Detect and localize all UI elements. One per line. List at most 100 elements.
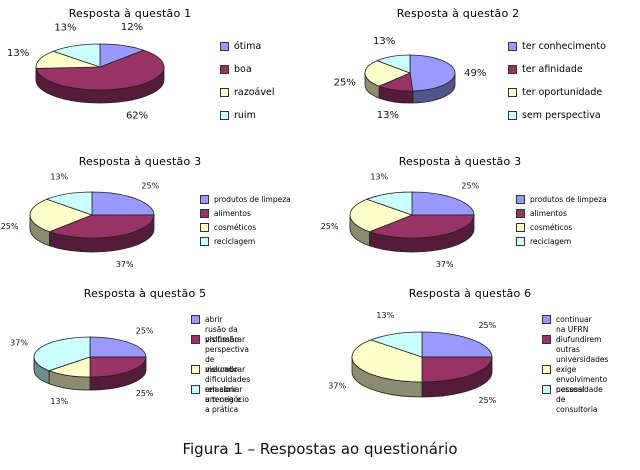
- pie-slice-boa: [35, 49, 165, 91]
- legend-label: diufundirem outras universidades: [556, 335, 609, 364]
- legend-swatch: [191, 315, 200, 324]
- legend-item: cosméticos: [516, 223, 572, 233]
- legend-swatch: [220, 88, 229, 97]
- pie-plot: 49% 13% 25% 13%: [334, 36, 487, 121]
- legend-label: vislumbrar perspectiva de mercado: [205, 335, 249, 374]
- pie-slice-cosm-ticos: [349, 198, 414, 233]
- legend-item: vislumbrar dificuldades em abrir um negó…: [191, 365, 250, 405]
- legend-swatch: [516, 195, 525, 204]
- chart-title: Resposta à questão 2: [396, 7, 520, 20]
- pie-chart-q6: Resposta à questão 6 25% 25% 37% 13% contin…: [320, 275, 640, 425]
- legend-swatch: [542, 365, 551, 374]
- data-label: 25%: [1, 222, 19, 231]
- legend-swatch: [542, 335, 551, 344]
- legend-label: razoável: [234, 87, 275, 98]
- legend-swatch: [191, 335, 200, 344]
- pie-slice-vislumbrar-perspectiva-de-mercado: [89, 356, 147, 378]
- chart-title: Resposta à questão 1: [68, 7, 192, 20]
- pie-slice-sem-perspectiva: [376, 54, 411, 74]
- legend-item: reciclagem: [516, 237, 571, 247]
- legend-label: alimentos: [530, 209, 567, 218]
- legend-label: ótima: [234, 41, 262, 52]
- legend-item: vislumbrar perspectiva de mercado: [191, 335, 249, 375]
- data-label: 13%: [50, 172, 68, 181]
- data-label: 13%: [377, 110, 399, 121]
- pie-chart-q1: Resposta à questão 1 12% 62% 13% 13% ótima b…: [0, 0, 320, 145]
- legend-swatch: [542, 385, 551, 394]
- legend-swatch: [508, 65, 517, 74]
- figure-caption: Figura 1 – Respostas ao questionário: [182, 440, 458, 458]
- legend-item: reciclagem: [200, 237, 255, 247]
- legend-label: produtos de limpeza: [530, 195, 607, 204]
- pie-plot: 25% 25% 37% 13%: [328, 311, 496, 405]
- legend-item: ter oportunidade: [508, 88, 602, 98]
- legend-label: exige envolvimento pessoal: [556, 365, 608, 394]
- pie-chart-q2: Resposta à questão 2 49% 13% 25% 13% ter co…: [320, 0, 640, 145]
- legend-swatch: [200, 237, 209, 246]
- legend-item: ótima: [220, 42, 261, 52]
- chart-title: Resposta à questão 3: [398, 155, 522, 168]
- data-label: 13%: [50, 397, 68, 406]
- legend-item: ter conhecimento: [508, 42, 606, 52]
- legend-label: sem perspectiva: [522, 110, 601, 121]
- pie-chart-q3-left: Resposta à questão 3 25% 37% 25% 13% produt…: [0, 145, 320, 275]
- legend-item: abrir rusão da profissão: [191, 315, 239, 345]
- legend-item: diufundirem outras universidades: [542, 335, 608, 365]
- legend-item: alimentos: [200, 209, 251, 219]
- data-label: 25%: [334, 77, 356, 88]
- legend-swatch: [191, 385, 200, 394]
- data-label: 13%: [370, 172, 388, 181]
- legend-item: boa: [220, 65, 252, 75]
- legend-label: necessidade de consultoria: [556, 385, 603, 414]
- legend-swatch: [200, 209, 209, 218]
- data-label: 62%: [126, 111, 148, 122]
- legend-swatch: [508, 42, 517, 51]
- legend-label: ter conhecimento: [522, 41, 606, 52]
- data-label: 13%: [54, 23, 76, 34]
- legend-label: boa: [234, 64, 252, 75]
- legend-label: ter oportunidade: [522, 87, 603, 98]
- pie-slice-reciclagem: [365, 191, 413, 216]
- legend-item: necessidade de consultoria: [542, 385, 603, 415]
- data-label: 37%: [10, 339, 28, 348]
- legend-label: alimentos: [214, 209, 251, 218]
- data-label: 13%: [7, 48, 29, 59]
- legend-label: ruim: [234, 110, 256, 121]
- legend-swatch: [516, 223, 525, 232]
- legend-item: razoável: [220, 88, 274, 98]
- pie-plot: 25% 37% 25% 13%: [1, 172, 160, 269]
- pie-slice-necessidade-de-consultoria: [369, 331, 423, 358]
- pie-slice-cosm-ticos: [29, 198, 94, 233]
- legend-label: cosméticos: [530, 223, 573, 232]
- data-label: 25%: [478, 396, 496, 405]
- legend-item: exige envolvimento pessoal: [542, 365, 607, 395]
- pie-chart-q5: Resposta à questão 5 25% 25% 13% 37% abrir …: [0, 275, 320, 425]
- pie-slice-continuar-na-ufrn: [421, 331, 493, 358]
- pie-slice-ruim: [52, 43, 101, 68]
- data-label: 25%: [141, 181, 159, 190]
- pie-slice-ter-conhecimento: [409, 54, 456, 92]
- chart-title: Resposta à questão 5: [83, 287, 207, 300]
- data-label: 25%: [478, 321, 496, 330]
- legend-swatch: [191, 365, 200, 374]
- legend-label: vislumbrar dificuldades em abrir um negó…: [205, 365, 251, 404]
- pie-slice-abrir-rus-o-da-profiss-o: [89, 336, 147, 358]
- legend-item: sem perspectiva: [508, 111, 601, 121]
- pie-chart-q3-right: Resposta à questão 3 25% 37% 25% 13% produt…: [320, 145, 640, 275]
- data-label: 25%: [461, 181, 479, 190]
- data-label: 25%: [321, 222, 339, 231]
- pie-slice-alimentos: [368, 214, 475, 239]
- data-label: 12%: [121, 22, 143, 33]
- pie-slice-diufundirem-outras-universidades: [421, 356, 493, 383]
- pie-slice-ter-oportunidade: [364, 60, 412, 87]
- legend-label: abrir rusão da profissão: [205, 315, 239, 344]
- legend-item: ter afinidade: [508, 65, 583, 75]
- legend-label: reciclagem: [530, 237, 572, 246]
- legend-item: produtos de limpeza: [516, 195, 607, 205]
- pie-slice-produtos-de-limpeza: [91, 191, 155, 216]
- legend-swatch: [220, 42, 229, 51]
- legend-item: ruim: [220, 111, 256, 121]
- pie-slice-reciclagem: [45, 191, 93, 216]
- legend-item: continuar na UFRN: [542, 315, 592, 335]
- legend-item: alimentos: [516, 209, 567, 219]
